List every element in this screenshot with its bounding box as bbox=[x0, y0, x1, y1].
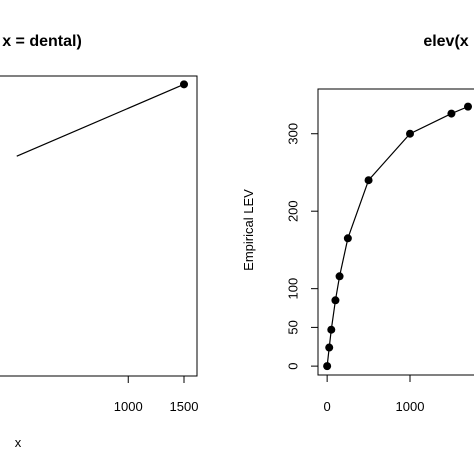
right-data-point bbox=[323, 362, 332, 371]
right-data-point bbox=[325, 343, 334, 352]
left-chart-title: x = dental) bbox=[2, 33, 82, 50]
right-y-tick-label: 300 bbox=[286, 123, 301, 145]
right-panel: elev(x 0 1000 0 50 100 200 300 Empirical LEV bbox=[241, 33, 474, 414]
right-data-point bbox=[364, 176, 373, 185]
left-series-line bbox=[16, 83, 185, 157]
right-y-axis-label: Empirical LEV bbox=[241, 189, 256, 271]
left-x-tick-label: 1500 bbox=[170, 399, 199, 414]
right-y-axis: 0 50 100 200 300 bbox=[286, 123, 318, 370]
right-data-point bbox=[447, 109, 456, 118]
left-plot-frame bbox=[0, 75, 198, 377]
left-x-axis-label: x bbox=[15, 435, 22, 450]
left-data-point bbox=[180, 80, 188, 89]
right-x-tick-label: 1000 bbox=[396, 399, 425, 414]
right-y-tick-label: 0 bbox=[286, 363, 301, 370]
right-data-point bbox=[464, 102, 472, 111]
left-series bbox=[16, 80, 188, 157]
right-data-point bbox=[335, 272, 344, 281]
right-x-axis: 0 1000 bbox=[324, 375, 425, 414]
right-y-tick-label: 200 bbox=[286, 200, 301, 222]
right-data-point bbox=[406, 129, 414, 138]
left-x-tick-label: 1000 bbox=[114, 399, 143, 414]
left-x-axis: 1000 1500 bbox=[114, 376, 199, 414]
right-data-point bbox=[343, 234, 352, 243]
right-y-tick-label: 50 bbox=[286, 320, 301, 334]
right-y-tick-label: 100 bbox=[286, 278, 301, 300]
right-series-line bbox=[326, 106, 469, 367]
right-data-point bbox=[327, 325, 336, 334]
left-panel: x = dental) 1000 1500 x bbox=[0, 33, 198, 450]
right-chart-title: elev(x bbox=[423, 33, 468, 50]
right-x-tick-label: 0 bbox=[324, 399, 331, 414]
right-data-point bbox=[331, 296, 340, 305]
right-plot-frame bbox=[317, 88, 474, 376]
right-series bbox=[323, 102, 472, 371]
